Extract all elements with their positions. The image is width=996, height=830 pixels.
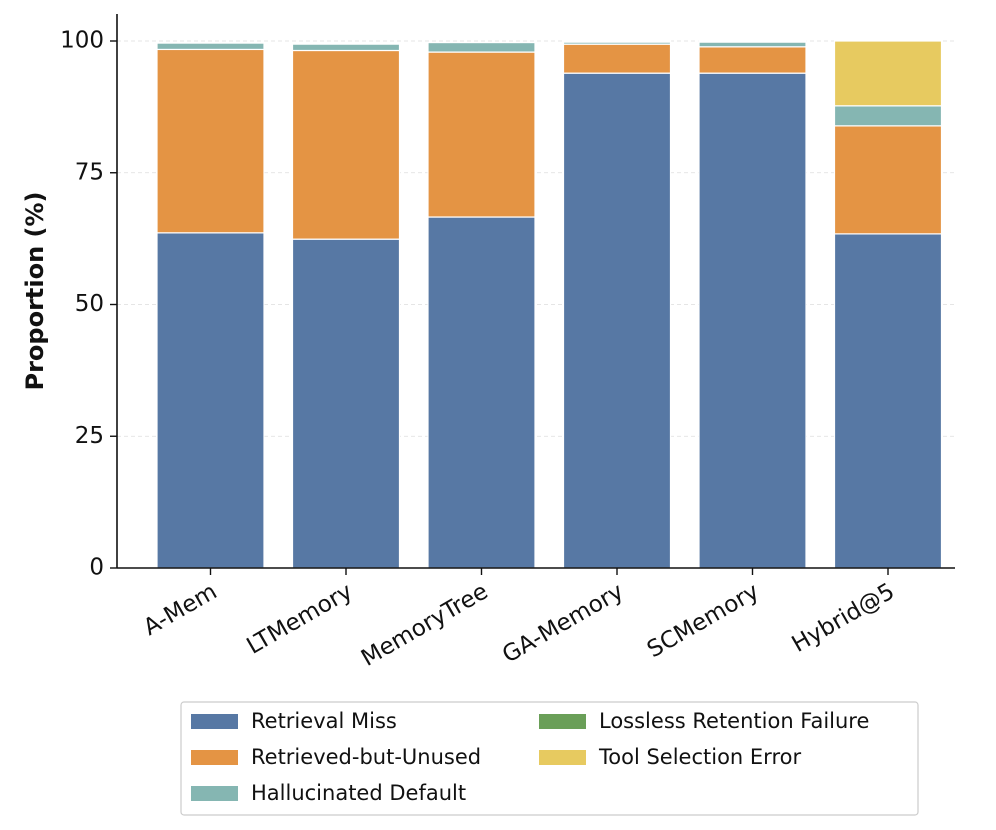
- legend-swatch: [539, 714, 586, 729]
- bar-segment: [698, 41, 807, 48]
- x-ticks: A-Mem LTMemory MemoryTree GA-Memory SCMemory…: [139, 568, 899, 672]
- bar-segment: [156, 42, 265, 51]
- x-tick-label: A-Mem: [139, 579, 221, 641]
- x-tick-label: MemoryTree: [357, 579, 493, 672]
- y-tick-label: 0: [89, 555, 104, 581]
- legend-swatch: [191, 750, 238, 765]
- bar-segment: [427, 216, 536, 569]
- bar-segment: [833, 105, 943, 127]
- legend-label: Tool Selection Error: [598, 745, 801, 769]
- y-ticks: 0 25 50 75 100: [60, 28, 117, 581]
- y-tick-label: 100: [60, 28, 104, 54]
- x-tick-label: LTMemory: [242, 579, 357, 660]
- bar-segment: [291, 238, 401, 569]
- x-tick-label: Hybrid@5: [788, 579, 899, 658]
- bar-segment: [427, 41, 536, 53]
- bar-segment: [698, 40, 807, 43]
- y-tick-label: 75: [75, 159, 104, 185]
- bar-segment: [833, 233, 943, 569]
- legend-swatch: [191, 714, 238, 729]
- bar-segment: [833, 125, 943, 235]
- bar-segment: [291, 49, 401, 240]
- y-tick-label: 25: [75, 423, 104, 449]
- legend-label: Lossless Retention Failure: [599, 709, 869, 733]
- bar-segment: [562, 72, 672, 569]
- x-tick-label: SCMemory: [643, 579, 764, 664]
- legend-label: Hallucinated Default: [251, 781, 466, 805]
- bar-segment: [427, 51, 536, 218]
- x-tick-label: GA-Memory: [498, 579, 628, 669]
- bar-segment: [156, 48, 265, 234]
- y-axis-title: Proportion (%): [21, 191, 49, 390]
- bar-segment: [562, 43, 672, 74]
- y-tick-label: 50: [75, 291, 104, 317]
- legend-label: Retrieval Miss: [251, 709, 397, 733]
- legend-swatch: [539, 750, 586, 765]
- bar-segment: [291, 43, 401, 52]
- axes: [116, 14, 955, 569]
- bar-segment: [833, 40, 943, 107]
- bar-segment: [156, 232, 265, 569]
- legend: Retrieval Miss Retrieved-but-Unused Halluc…: [180, 701, 919, 816]
- bar-segment: [698, 46, 807, 74]
- legend-label: Retrieved-but-Unused: [251, 745, 481, 769]
- legend-swatch: [191, 786, 238, 801]
- bar-segment: [562, 40, 672, 43]
- bars: [156, 40, 943, 569]
- bar-segment: [698, 72, 807, 569]
